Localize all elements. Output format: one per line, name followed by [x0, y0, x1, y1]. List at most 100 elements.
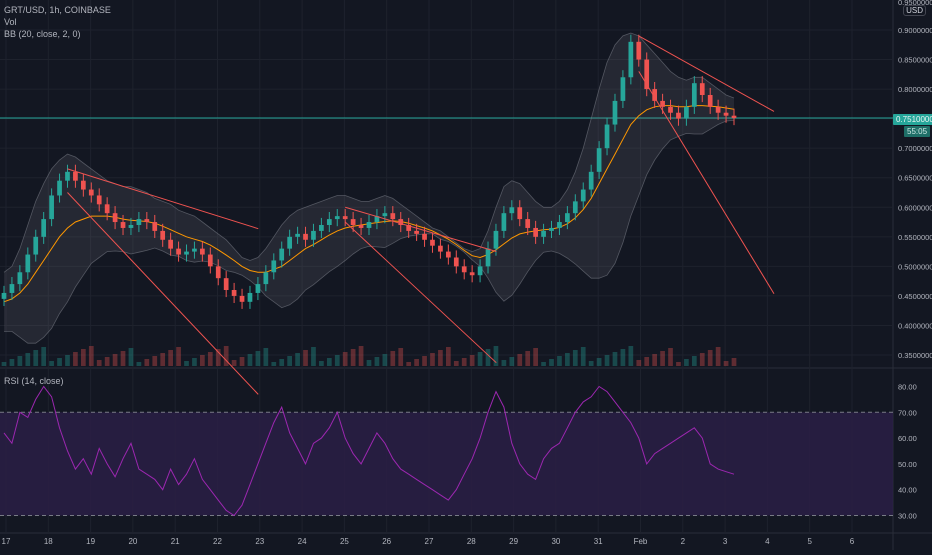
volume-bar [223, 346, 229, 366]
volume-bar [255, 351, 261, 366]
candle-body [620, 77, 626, 101]
candle-body [271, 260, 277, 273]
candle-body [144, 219, 150, 223]
candle-body [390, 213, 396, 220]
volume-bar [73, 352, 78, 366]
candle-body [168, 239, 173, 249]
time-tick-label: 20 [128, 537, 137, 546]
volume-bar [295, 353, 300, 366]
candle-body [684, 106, 689, 119]
candlesticks[interactable] [1, 34, 737, 309]
volume-bar [557, 356, 562, 366]
volume-legend[interactable]: Vol [4, 17, 17, 27]
volume-bar [390, 351, 396, 366]
volume-bar [104, 357, 110, 366]
bb-fill [4, 33, 734, 344]
volume-bar [176, 347, 181, 366]
volume-bar [445, 347, 451, 366]
volume-bar [501, 360, 507, 366]
candle-body [136, 219, 142, 225]
candle-body [1, 292, 7, 299]
rsi-pane[interactable]: 30.00 40.00 50.00 60.00 70.00 80.00 [0, 382, 917, 521]
volume-bar [660, 351, 665, 366]
candle-body [25, 254, 31, 273]
candle-body [414, 230, 419, 234]
trendlines[interactable] [67, 35, 775, 395]
candle-body [501, 213, 507, 231]
candle-body [263, 272, 269, 285]
volume-bar [414, 359, 419, 366]
time-tick-label: 28 [467, 537, 476, 546]
time-tick-label: 19 [86, 537, 95, 546]
candle-body [636, 41, 642, 60]
time-axis[interactable]: 17 18 19 20 21 22 23 24 25 26 27 28 29 30 31 Feb 2 3 4 5 6 [2, 537, 855, 546]
volume-bar [549, 359, 554, 366]
candle-body [358, 225, 364, 228]
rsi-tick-label: 30.00 [898, 512, 917, 521]
time-tick-label: 30 [551, 537, 560, 546]
volume-bar [326, 358, 332, 366]
trendline [344, 221, 497, 364]
volume-bar [731, 358, 737, 366]
trendline [638, 35, 775, 112]
currency-label[interactable]: USD [903, 5, 926, 16]
symbol-title[interactable]: GRT/USD, 1h, COINBASE [4, 5, 111, 15]
time-tick-label: 21 [171, 537, 180, 546]
volume-bar [207, 352, 213, 366]
rsi-title[interactable]: RSI (14, close) [4, 376, 64, 386]
candle-body [326, 219, 332, 225]
candle-body [192, 248, 197, 252]
candle-body [215, 266, 221, 279]
volume-bar [144, 359, 150, 366]
volume-bar [80, 349, 86, 366]
candle-body [303, 233, 308, 240]
volume-bar [652, 354, 658, 366]
candle-body [572, 201, 578, 214]
volume-bar [128, 348, 134, 366]
volume-bar [668, 348, 673, 366]
candle-body [707, 95, 713, 107]
candle-body [580, 189, 586, 202]
volume-bar [120, 351, 126, 366]
volume-bar [485, 349, 491, 366]
volume-bar [239, 357, 245, 366]
volume-bar [493, 346, 499, 366]
candle-body [723, 112, 729, 116]
volume-bar [279, 359, 285, 366]
volume-bar [319, 361, 324, 366]
volume-bar [469, 355, 475, 366]
volume-bar [168, 350, 173, 366]
volume-bar [406, 362, 412, 366]
candle-body [477, 266, 483, 276]
volume-bar [477, 352, 483, 366]
candle-body [438, 245, 443, 252]
rsi-tick-label: 40.00 [898, 486, 917, 495]
volume-bar [509, 357, 515, 366]
candle-body [699, 83, 705, 95]
candle-body [565, 213, 570, 223]
candle-body [128, 225, 134, 228]
bb-legend[interactable]: BB (20, close, 2, 0) [4, 29, 81, 39]
volume-bar [453, 361, 459, 366]
candle-body [207, 254, 213, 267]
candle-body [112, 213, 118, 223]
trendline [67, 168, 259, 230]
time-tick-label: 2 [681, 537, 686, 546]
candle-body [612, 100, 618, 125]
volume-bar [215, 349, 221, 366]
volume-bar [525, 351, 531, 366]
candle-body [176, 248, 181, 255]
candle-body [152, 222, 158, 231]
candle-body [184, 251, 189, 255]
volume-bar [604, 355, 610, 366]
rsi-legend: RSI (14, close) [4, 375, 64, 387]
candle-body [533, 227, 538, 237]
